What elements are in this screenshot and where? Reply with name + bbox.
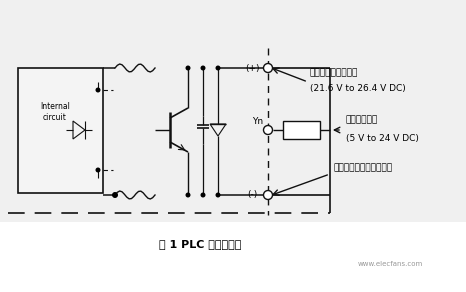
Circle shape xyxy=(200,192,206,197)
Circle shape xyxy=(112,192,118,198)
Circle shape xyxy=(96,168,101,173)
Circle shape xyxy=(263,63,273,72)
Text: 驱动内部电路的电源: 驱动内部电路的电源 xyxy=(310,68,358,77)
FancyBboxPatch shape xyxy=(283,121,320,139)
Circle shape xyxy=(200,65,206,70)
Text: (5 V to 24 V DC): (5 V to 24 V DC) xyxy=(346,134,419,143)
Text: (21.6 V to 26.4 V DC): (21.6 V to 26.4 V DC) xyxy=(310,84,406,93)
Text: 外部电源或负载电源负极: 外部电源或负载电源负极 xyxy=(333,163,392,172)
Circle shape xyxy=(96,88,101,93)
Circle shape xyxy=(215,192,220,197)
Text: Yn: Yn xyxy=(253,117,264,126)
Circle shape xyxy=(185,192,191,197)
Text: Internal
circuit: Internal circuit xyxy=(40,102,70,122)
Circle shape xyxy=(185,65,191,70)
Circle shape xyxy=(263,126,273,135)
Text: 图 1 PLC 输出电路图: 图 1 PLC 输出电路图 xyxy=(159,239,241,249)
Text: www.elecfans.com: www.elecfans.com xyxy=(357,261,423,267)
FancyBboxPatch shape xyxy=(0,0,466,222)
Circle shape xyxy=(215,65,220,70)
FancyBboxPatch shape xyxy=(18,68,103,193)
Text: Load: Load xyxy=(291,126,312,135)
Text: (+): (+) xyxy=(245,63,259,72)
Text: (-): (-) xyxy=(247,190,257,199)
Text: 额定负载电压: 额定负载电压 xyxy=(346,115,378,124)
Circle shape xyxy=(263,190,273,199)
